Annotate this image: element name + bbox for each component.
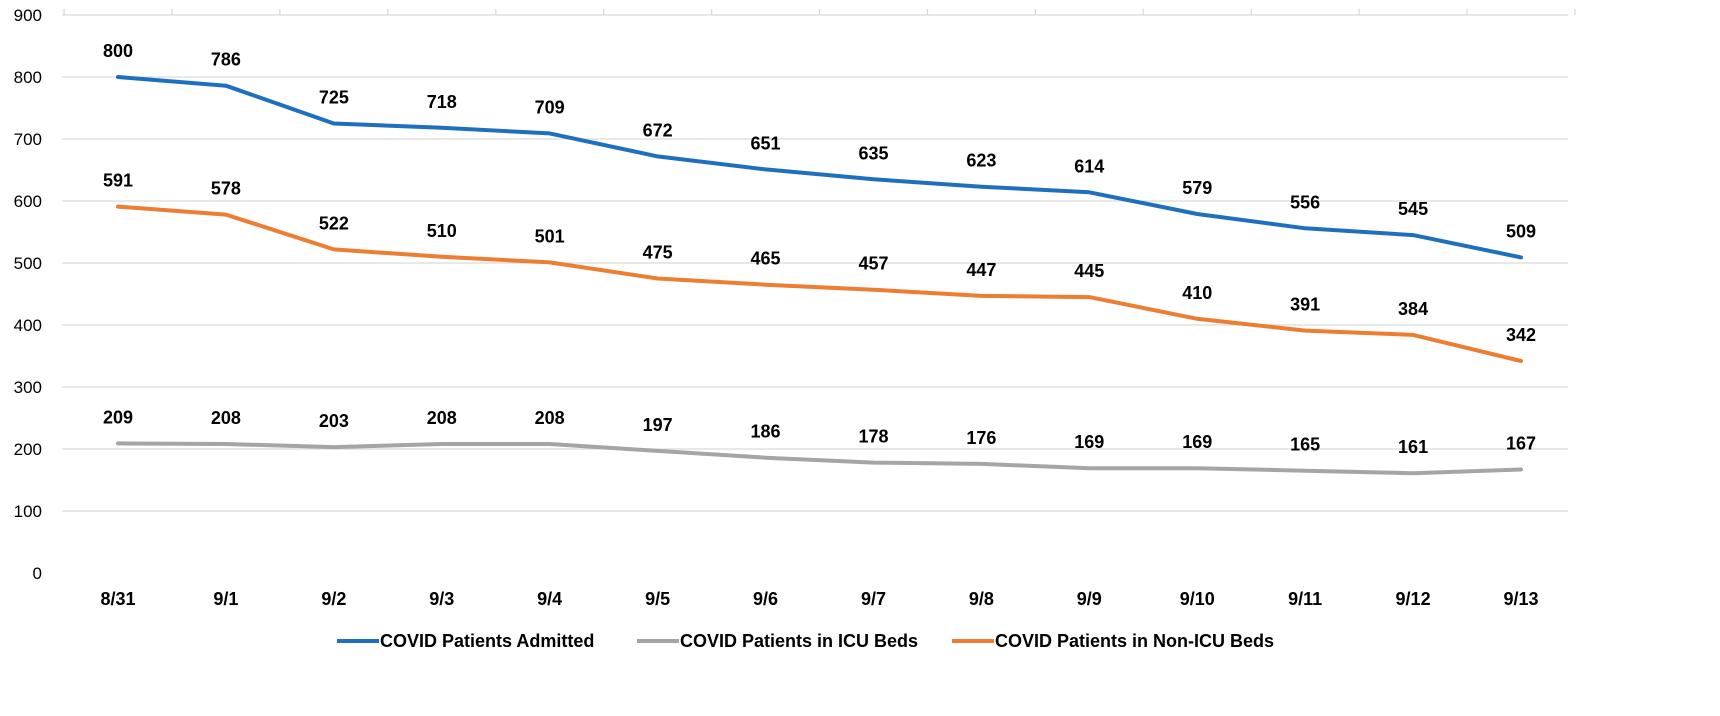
y-tick-label: 900	[14, 6, 42, 25]
data-label: 208	[427, 408, 457, 428]
data-label: 465	[751, 249, 781, 269]
x-tick-label: 9/11	[1288, 589, 1322, 609]
x-tick-label: 9/9	[1077, 589, 1102, 609]
y-tick-label: 500	[14, 254, 42, 273]
data-label: 578	[211, 179, 241, 199]
x-tick-label: 9/8	[969, 589, 994, 609]
legend: COVID Patients Admitted COVID Patients in…	[337, 631, 1274, 651]
x-tick-label: 9/4	[537, 589, 562, 609]
legend-label: COVID Patients in ICU Beds	[680, 631, 918, 651]
data-label: 186	[751, 422, 781, 442]
x-axis: 8/31 9/1 9/2 9/3 9/4 9/5 9/6 9/7 9/8 9/9 9/10 9/11 9…	[100, 589, 1538, 609]
x-tick-label: 9/13	[1503, 589, 1538, 609]
x-tick-label: 9/7	[861, 589, 886, 609]
data-label: 672	[643, 120, 673, 140]
data-label: 800	[103, 41, 133, 61]
data-label: 384	[1398, 299, 1428, 319]
x-tick-label: 9/10	[1180, 589, 1215, 609]
x-tick-label: 9/6	[753, 589, 778, 609]
data-label: 509	[1506, 221, 1536, 241]
data-label: 510	[427, 221, 457, 241]
data-label: 591	[103, 171, 133, 191]
data-label: 786	[211, 50, 241, 70]
y-tick-label: 200	[14, 440, 42, 459]
y-tick-label: 400	[14, 316, 42, 335]
x-tick-label: 9/2	[321, 589, 346, 609]
data-label: 178	[858, 427, 888, 447]
y-tick-label: 0	[33, 564, 42, 583]
data-label: 623	[966, 151, 996, 171]
data-label: 342	[1506, 325, 1536, 345]
data-label: 197	[643, 415, 673, 435]
data-label: 545	[1398, 199, 1428, 219]
y-tick-label: 600	[14, 192, 42, 211]
x-tick-label: 9/12	[1396, 589, 1431, 609]
y-tick-label: 100	[14, 502, 42, 521]
data-label: 651	[751, 133, 781, 153]
data-label: 165	[1290, 435, 1320, 455]
data-label: 475	[643, 243, 673, 263]
data-labels: 800 786 725 718 709 672 651 635 623 614 579 556 545 5…	[103, 41, 1536, 457]
y-tick-label: 300	[14, 378, 42, 397]
series-lines	[116, 75, 1523, 476]
series-line-2	[116, 204, 1523, 363]
series-line-1	[116, 441, 1523, 476]
data-label: 725	[319, 88, 349, 108]
data-label: 167	[1506, 433, 1536, 453]
data-label: 169	[1074, 432, 1104, 452]
x-tick-label: 9/3	[429, 589, 454, 609]
legend-label: COVID Patients Admitted	[380, 631, 594, 651]
data-label: 614	[1074, 156, 1104, 176]
gridlines	[62, 9, 1576, 512]
data-label: 410	[1182, 283, 1212, 303]
data-label: 718	[427, 92, 457, 112]
data-label: 447	[966, 260, 996, 280]
data-label: 391	[1290, 295, 1320, 315]
data-label: 522	[319, 213, 349, 233]
data-label: 709	[535, 97, 565, 117]
data-label: 203	[319, 411, 349, 431]
legend-label: COVID Patients in Non-ICU Beds	[995, 631, 1274, 651]
data-label: 161	[1398, 437, 1428, 457]
data-label: 635	[858, 143, 888, 163]
data-label: 208	[535, 408, 565, 428]
x-tick-label: 8/31	[100, 589, 135, 609]
x-tick-label: 9/1	[213, 589, 238, 609]
data-label: 209	[103, 407, 133, 427]
data-label: 176	[966, 428, 996, 448]
data-label: 556	[1290, 192, 1320, 212]
data-label: 169	[1182, 432, 1212, 452]
data-label: 445	[1074, 261, 1104, 281]
y-tick-label: 800	[14, 68, 42, 87]
data-label: 579	[1182, 178, 1212, 198]
data-label: 501	[535, 226, 565, 246]
data-label: 208	[211, 408, 241, 428]
series-line-0	[116, 75, 1523, 260]
y-tick-label: 700	[14, 130, 42, 149]
x-tick-label: 9/5	[645, 589, 670, 609]
data-label: 457	[858, 254, 888, 274]
y-axis: 0 100 200 300 400 500 600 700 800 900	[14, 6, 42, 583]
